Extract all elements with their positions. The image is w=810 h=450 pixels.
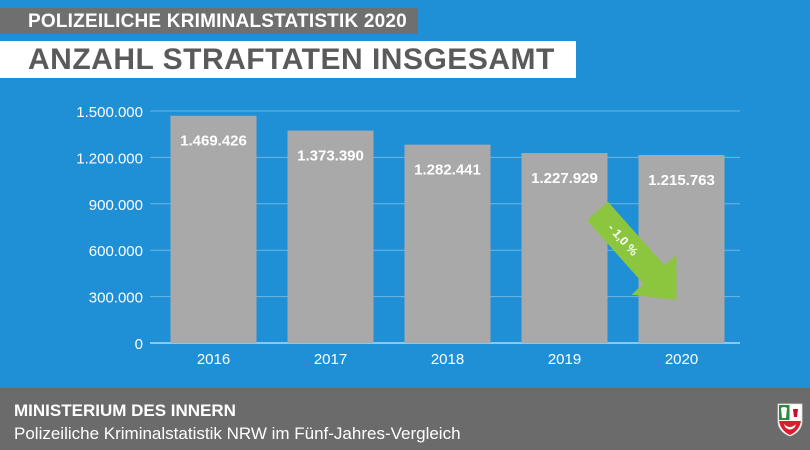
x-axis-ticks: 2016 2017 2018 2019 2020 xyxy=(197,351,698,368)
bar-2016 xyxy=(170,115,257,343)
y-axis-ticks: 0 300.000 600.000 900.000 1.200.000 1.500.000 xyxy=(76,104,143,353)
y-tick-label: 600.000 xyxy=(89,243,143,260)
footer: MINISTERIUM DES INNERN Polizeiliche Krim… xyxy=(0,388,810,450)
title-bar: ANZAHL STRAFTATEN INSGESAMT xyxy=(0,41,576,78)
data-label: 1.282.441 xyxy=(414,162,481,179)
x-tick-label: 2019 xyxy=(548,351,581,368)
bars: 1.469.426 1.373.390 1.282.441 1.227.929 1.21… xyxy=(170,115,725,343)
bar-2017 xyxy=(287,130,374,343)
bar-2018 xyxy=(404,144,491,343)
footer-subtitle: Polizeiliche Kriminalstatistik NRW im Fü… xyxy=(14,424,461,443)
data-label: 1.215.763 xyxy=(648,172,715,189)
y-tick-label: 1.500.000 xyxy=(76,104,143,121)
supertitle-bar: POLIZEILICHE KRIMINALSTATISTIK 2020 xyxy=(0,8,418,34)
page-title: ANZAHL STRAFTATEN INSGESAMT xyxy=(28,43,555,76)
bar-2019 xyxy=(521,153,608,343)
x-tick-label: 2016 xyxy=(197,351,230,368)
data-label: 1.373.390 xyxy=(297,148,364,165)
x-tick-label: 2020 xyxy=(665,351,698,368)
data-label: 1.469.426 xyxy=(180,133,247,150)
bar-chart: 0 300.000 600.000 900.000 1.200.000 1.500.000… xyxy=(76,104,740,368)
x-tick-label: 2018 xyxy=(431,351,464,368)
ministry-name: MINISTERIUM DES INNERN xyxy=(14,401,236,420)
data-label: 1.227.929 xyxy=(531,170,598,187)
y-tick-label: 300.000 xyxy=(89,290,143,307)
down-arrow-icon xyxy=(587,201,677,301)
supertitle: POLIZEILICHE KRIMINALSTATISTIK 2020 xyxy=(28,11,407,32)
y-tick-label: 0 xyxy=(135,336,143,353)
nrw-coat-of-arms-icon xyxy=(777,403,803,437)
y-tick-label: 1.200.000 xyxy=(76,150,143,167)
y-tick-label: 900.000 xyxy=(89,197,143,214)
x-tick-label: 2017 xyxy=(314,351,347,368)
bar-2020 xyxy=(638,154,725,343)
